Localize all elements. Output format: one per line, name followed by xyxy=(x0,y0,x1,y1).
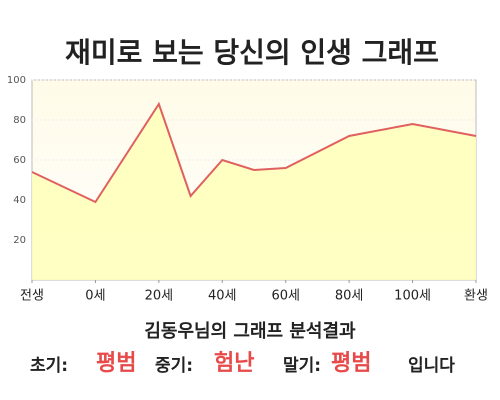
analysis-label: 초기: xyxy=(30,356,68,376)
x-tick-label: 20세 xyxy=(145,289,174,304)
analysis-heading: 김동우님의 그래프 분석결과 xyxy=(144,321,356,342)
x-tick-label: 0세 xyxy=(85,289,105,304)
line xyxy=(31,101,477,204)
chart-title: 재미로 보는 당신의 인생 그래프 xyxy=(65,36,439,69)
x-tick-label: 환생 xyxy=(464,289,488,304)
x-tick-label: 80세 xyxy=(335,289,364,304)
y-tick-label: 40 xyxy=(13,195,26,206)
x-tick-label: 100세 xyxy=(394,289,431,304)
y-tick-label: 20 xyxy=(13,235,26,246)
x-tick-label: 60세 xyxy=(271,289,300,304)
x-tick-label: 전생 xyxy=(20,289,44,304)
area xyxy=(32,104,476,280)
analysis-label: 입니다 xyxy=(408,356,455,376)
analysis-label: 말기: xyxy=(283,355,321,376)
analysis-line: 초기: 평범 중기: 험난 말기: 평범 입니다 xyxy=(30,350,455,376)
analysis-result: 평범 xyxy=(96,351,136,376)
analysis-result: 평범 xyxy=(331,351,371,376)
y-tick-label: 80 xyxy=(13,115,26,126)
analysis-label: 중기: xyxy=(155,356,193,376)
y-tick-label: 60 xyxy=(13,155,26,166)
y-tick-label: 100 xyxy=(7,75,26,86)
x-tick-label: 40세 xyxy=(208,289,237,304)
analysis-result: 험난 xyxy=(214,350,254,376)
